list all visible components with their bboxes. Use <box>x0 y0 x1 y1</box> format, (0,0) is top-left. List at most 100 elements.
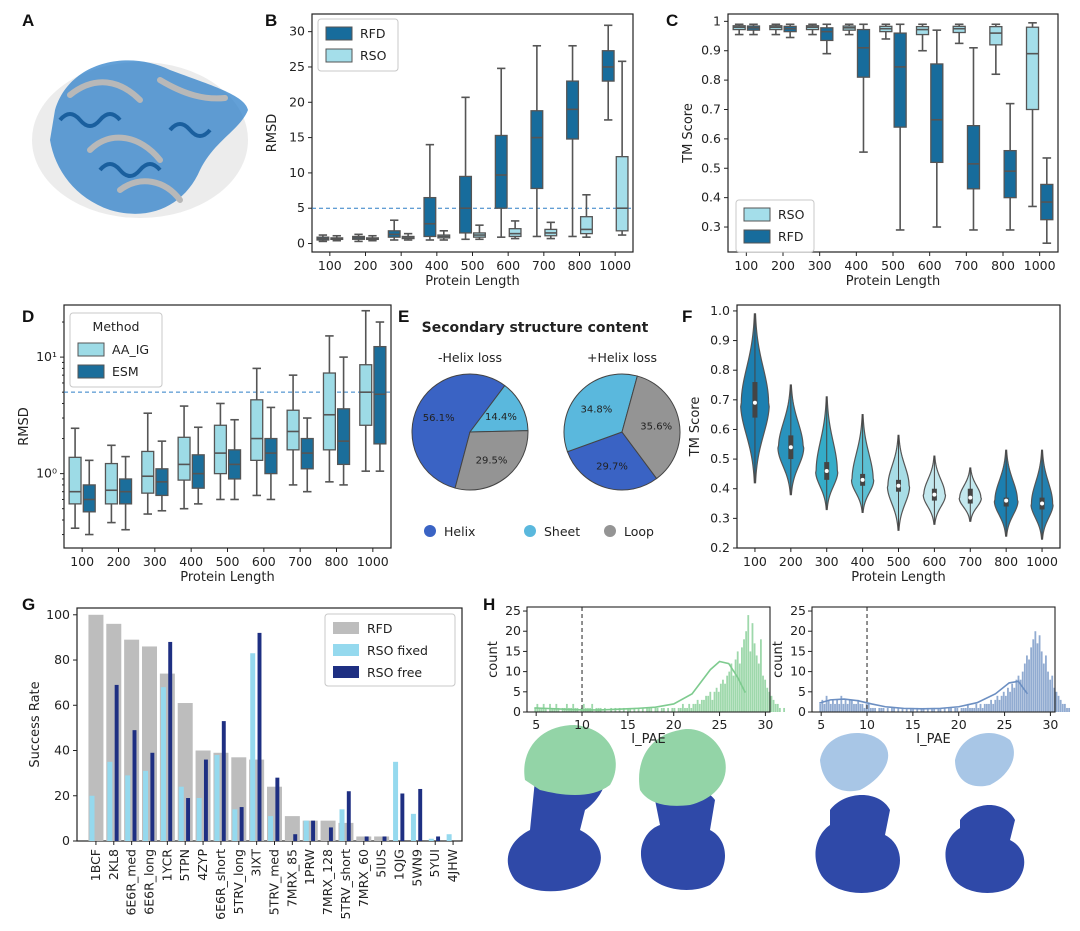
box-body <box>336 408 351 466</box>
y-tick-label: 15 <box>289 130 305 145</box>
bar-rso-fixed <box>125 775 131 841</box>
histogram-bin <box>1038 635 1041 712</box>
box-body <box>322 372 337 451</box>
x-tick-label: 1000 <box>599 258 631 273</box>
box-body <box>508 228 522 238</box>
violin-100 <box>740 313 770 484</box>
box-body <box>601 50 615 82</box>
x-tick-label: 10 <box>859 717 875 732</box>
x-tick-label: 500 <box>461 258 485 273</box>
box-rso-700 <box>952 23 966 45</box>
x-tick-label: 300 <box>815 554 839 569</box>
histogram-bin <box>979 703 982 712</box>
violin-median <box>968 495 973 500</box>
box-body <box>915 25 930 36</box>
bar-rso-free <box>168 641 173 841</box>
histogram-bin <box>1040 651 1043 712</box>
bar-rso-free <box>132 730 137 841</box>
x-tick-label: 1YCR <box>159 849 174 882</box>
histogram-bin <box>897 707 900 712</box>
histogram-bin <box>1057 695 1060 712</box>
histogram-bin <box>891 707 893 712</box>
histogram-bin <box>582 703 585 712</box>
plot-frame <box>526 606 771 713</box>
histogram-bin <box>922 707 925 712</box>
histogram-bin <box>671 707 674 712</box>
histogram-bin <box>1049 679 1052 712</box>
histogram-bin <box>998 699 1001 712</box>
histogram-bin <box>572 703 575 712</box>
x-tick-label: 300 <box>808 258 832 273</box>
histogram-bin <box>724 683 726 712</box>
box-aa-ig-700 <box>286 374 300 486</box>
kde-curve <box>819 680 1029 710</box>
x-tick-label: 20 <box>951 717 967 732</box>
histogram-bin <box>983 703 986 712</box>
histogram-bin <box>673 707 676 712</box>
histogram-bin <box>931 707 933 712</box>
legend-swatch <box>325 48 353 63</box>
y-tick-label: 0.2 <box>710 540 730 555</box>
box-aa-ig-1000 <box>359 309 373 472</box>
x-tick-label: 100 <box>743 554 767 569</box>
histogram-bin <box>711 699 714 712</box>
box-rfd-800 <box>566 44 580 238</box>
box-rso-500 <box>472 224 486 241</box>
y-tick-label: 0.4 <box>701 190 721 205</box>
box-rfd-1000 <box>601 24 615 121</box>
bar-rso-fixed <box>232 809 238 841</box>
histogram-bin <box>736 651 739 712</box>
x-axis-label: Protein Length <box>846 274 941 289</box>
y-axis-label: TM Score <box>681 103 696 164</box>
y-tick-label: 30 <box>289 24 305 39</box>
plot-frame <box>811 606 1056 713</box>
box-rfd-600 <box>930 29 944 228</box>
histogram-bin <box>692 703 695 712</box>
bar-group-5wn9: 5WN9 <box>409 788 424 887</box>
histogram-bin <box>1000 695 1003 712</box>
histogram-bin <box>1023 663 1026 712</box>
histogram-bin <box>1051 675 1054 712</box>
x-axis-label: Protein Length <box>851 570 946 585</box>
histogram-bin <box>863 707 866 712</box>
x-tick-label: 5TRV_med <box>267 849 282 915</box>
x-tick-label: 5TRV_long <box>231 849 246 914</box>
box-body <box>459 175 473 234</box>
bar-group-1bcf: 1BCF <box>88 614 104 881</box>
bar-rso-fixed <box>214 755 220 841</box>
box-body <box>177 436 191 481</box>
bar-group-1ycr: 1YCR <box>159 641 175 882</box>
histogram-bin <box>730 663 733 712</box>
histogram-bin <box>937 707 940 712</box>
x-axis-label: Protein Length <box>180 570 275 585</box>
histogram-bin <box>698 703 701 712</box>
histogram-bin <box>973 707 976 712</box>
violin-median <box>788 445 793 450</box>
box-body <box>989 25 1003 46</box>
x-tick-label: 100 <box>734 258 758 273</box>
histogram-bin <box>975 703 978 712</box>
x-tick-label: 700 <box>288 554 312 569</box>
legend-entry: Loop <box>624 524 654 539</box>
violin-median <box>752 400 757 405</box>
legend-marker-helix <box>424 525 436 537</box>
y-tick-label: 20 <box>790 623 806 638</box>
histogram-bin <box>872 707 874 712</box>
box-rfd-100 <box>746 23 761 36</box>
x-tick-label: 5YUI <box>427 849 442 877</box>
y-tick-label: 20 <box>54 788 70 803</box>
bar-group-5yui: 5YUI <box>427 836 442 877</box>
box-rso-700 <box>544 221 558 240</box>
violin-1000 <box>1030 449 1054 540</box>
x-tick-label: 6E6R_short <box>213 849 228 920</box>
bar-rso-free <box>239 807 244 841</box>
bar-rso-free <box>186 798 191 841</box>
histogram-bin <box>844 699 847 712</box>
x-tick-label: 100 <box>70 554 94 569</box>
y-tick-label: 0 <box>297 236 305 251</box>
histogram-bin <box>1053 687 1056 712</box>
legend-entry: RSO free <box>367 665 422 680</box>
violin-median <box>932 492 937 497</box>
x-tick-label: 5 <box>532 717 540 732</box>
